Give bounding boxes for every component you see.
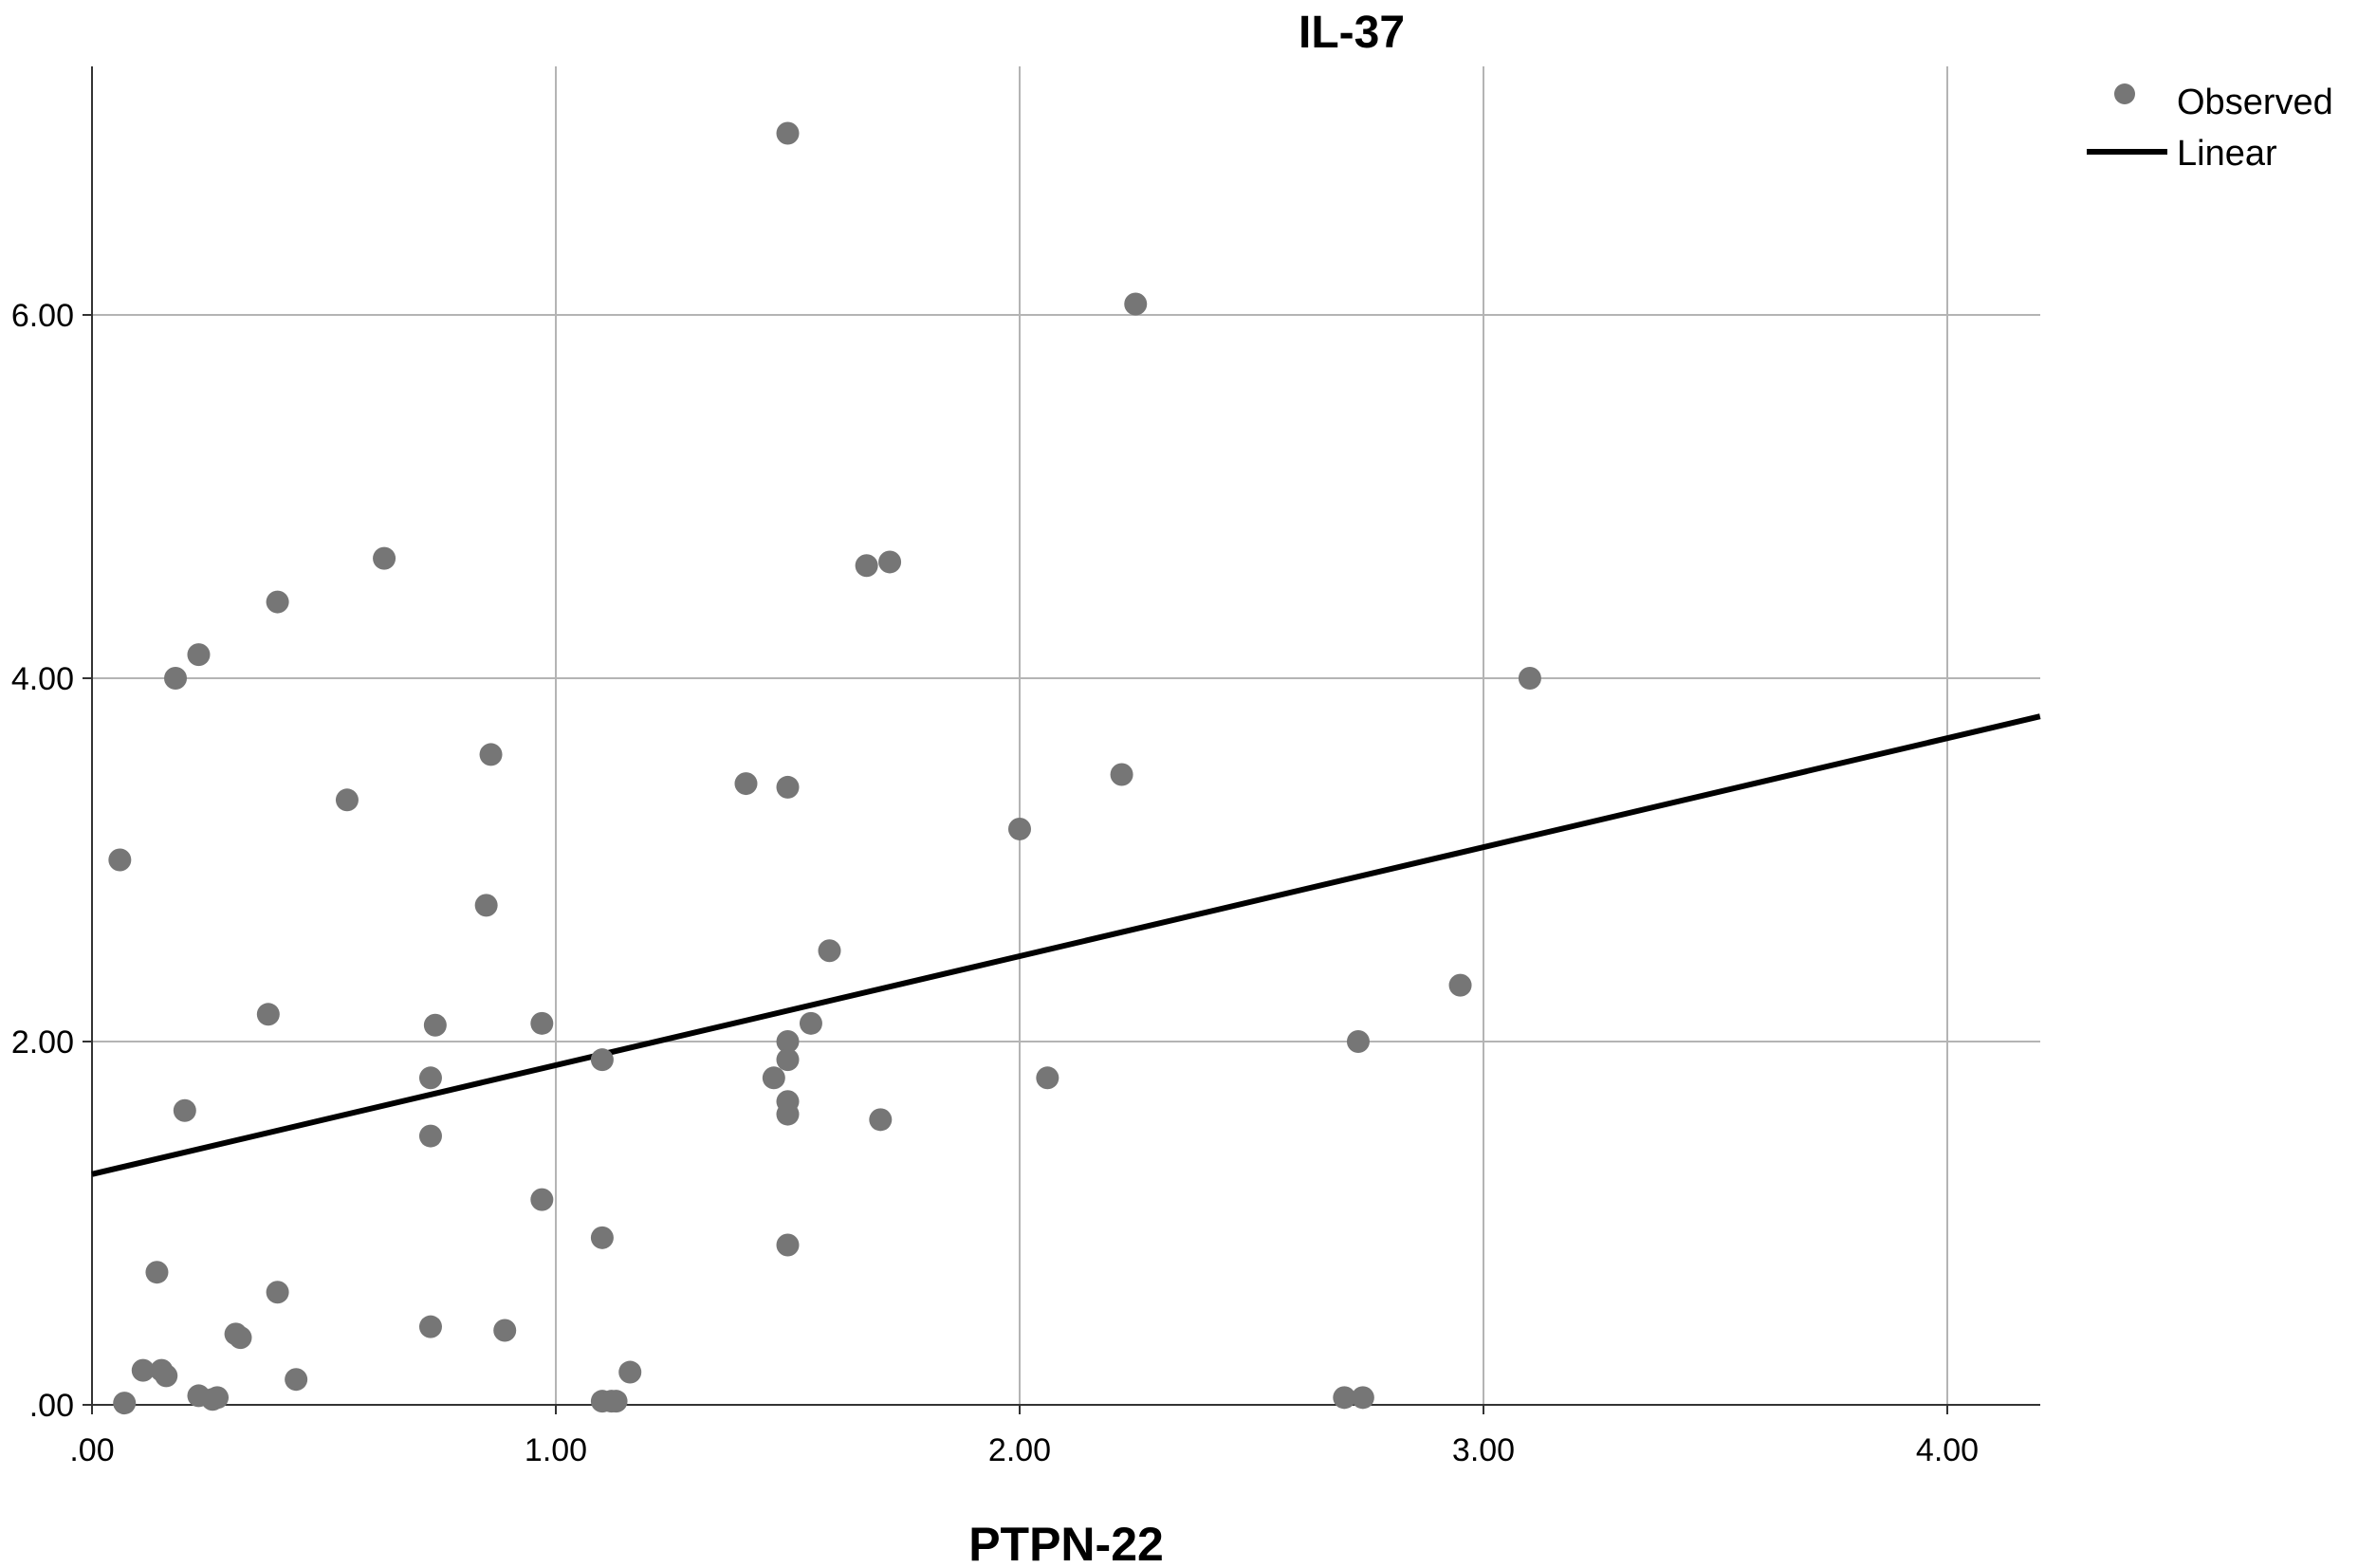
data-point — [590, 1048, 614, 1072]
legend-observed-label: Observed — [2177, 83, 2333, 122]
y-tick-label: .00 — [29, 1388, 74, 1424]
data-point — [1008, 817, 1031, 840]
data-point — [173, 1098, 196, 1122]
data-point — [1448, 973, 1472, 997]
data-point — [776, 1030, 800, 1053]
data-point — [1518, 667, 1541, 690]
data-point — [266, 590, 289, 614]
data-point — [418, 1066, 442, 1090]
fit-line-group — [91, 713, 2041, 1177]
x-tick-label: 4.00 — [1916, 1432, 1979, 1468]
data-point — [493, 1319, 517, 1342]
data-point — [266, 1281, 289, 1304]
data-point — [1351, 1386, 1374, 1410]
data-point — [776, 1233, 800, 1257]
data-point — [1110, 763, 1133, 786]
data-point — [1333, 1386, 1356, 1410]
data-point — [155, 1364, 178, 1388]
y-tick-labels: .00 2.00 4.00 6.00 — [11, 298, 74, 1424]
y-tick-label: 6.00 — [11, 298, 74, 334]
data-point — [776, 1102, 800, 1126]
data-point — [423, 1013, 447, 1037]
data-point — [187, 643, 211, 667]
y-tick-label: 2.00 — [11, 1024, 74, 1061]
data-point — [206, 1386, 230, 1410]
x-tick-label: 1.00 — [525, 1432, 587, 1468]
data-point — [590, 1226, 614, 1249]
data-point — [229, 1326, 252, 1350]
data-point — [776, 775, 800, 799]
data-point — [335, 788, 359, 812]
data-point — [776, 121, 800, 145]
x-tick-label: 3.00 — [1452, 1432, 1515, 1468]
data-point — [479, 743, 503, 766]
data-point — [1124, 292, 1148, 316]
x-tick-labels: .00 1.00 2.00 3.00 4.00 — [69, 1432, 1979, 1468]
data-point — [878, 550, 902, 574]
data-point — [762, 1066, 785, 1090]
legend: Observed Linear — [2087, 83, 2333, 174]
data-point — [818, 939, 841, 963]
data-point — [113, 1392, 137, 1415]
data-point — [869, 1108, 893, 1132]
data-point — [604, 1390, 628, 1413]
y-tick-label: 4.00 — [11, 661, 74, 697]
data-point — [1036, 1066, 1059, 1090]
data-point — [530, 1011, 554, 1035]
legend-observed-marker — [2114, 83, 2135, 104]
data-point — [145, 1261, 169, 1284]
data-point — [256, 1003, 280, 1026]
gridlines — [83, 66, 2040, 1414]
axes — [91, 66, 2040, 1406]
chart-title: IL-37 — [1299, 8, 1405, 58]
legend-linear-label: Linear — [2177, 134, 2277, 174]
x-tick-label: .00 — [69, 1432, 114, 1468]
fit-line — [91, 713, 2041, 1177]
data-point — [855, 554, 878, 578]
data-point — [776, 1048, 800, 1072]
data-point — [373, 546, 396, 570]
data-point — [530, 1188, 554, 1211]
data-point — [131, 1358, 155, 1382]
data-point — [164, 667, 188, 690]
data-point — [1346, 1030, 1370, 1053]
data-points — [108, 121, 1541, 1415]
data-point — [734, 772, 758, 796]
data-point — [108, 848, 132, 872]
data-point — [418, 1124, 442, 1148]
data-point — [418, 1315, 442, 1338]
data-point — [799, 1011, 822, 1035]
data-point — [618, 1360, 642, 1384]
x-tick-label: 2.00 — [988, 1432, 1051, 1468]
data-point — [285, 1368, 308, 1392]
data-point — [474, 894, 498, 917]
x-axis-label: PTPN-22 — [968, 1518, 1164, 1568]
